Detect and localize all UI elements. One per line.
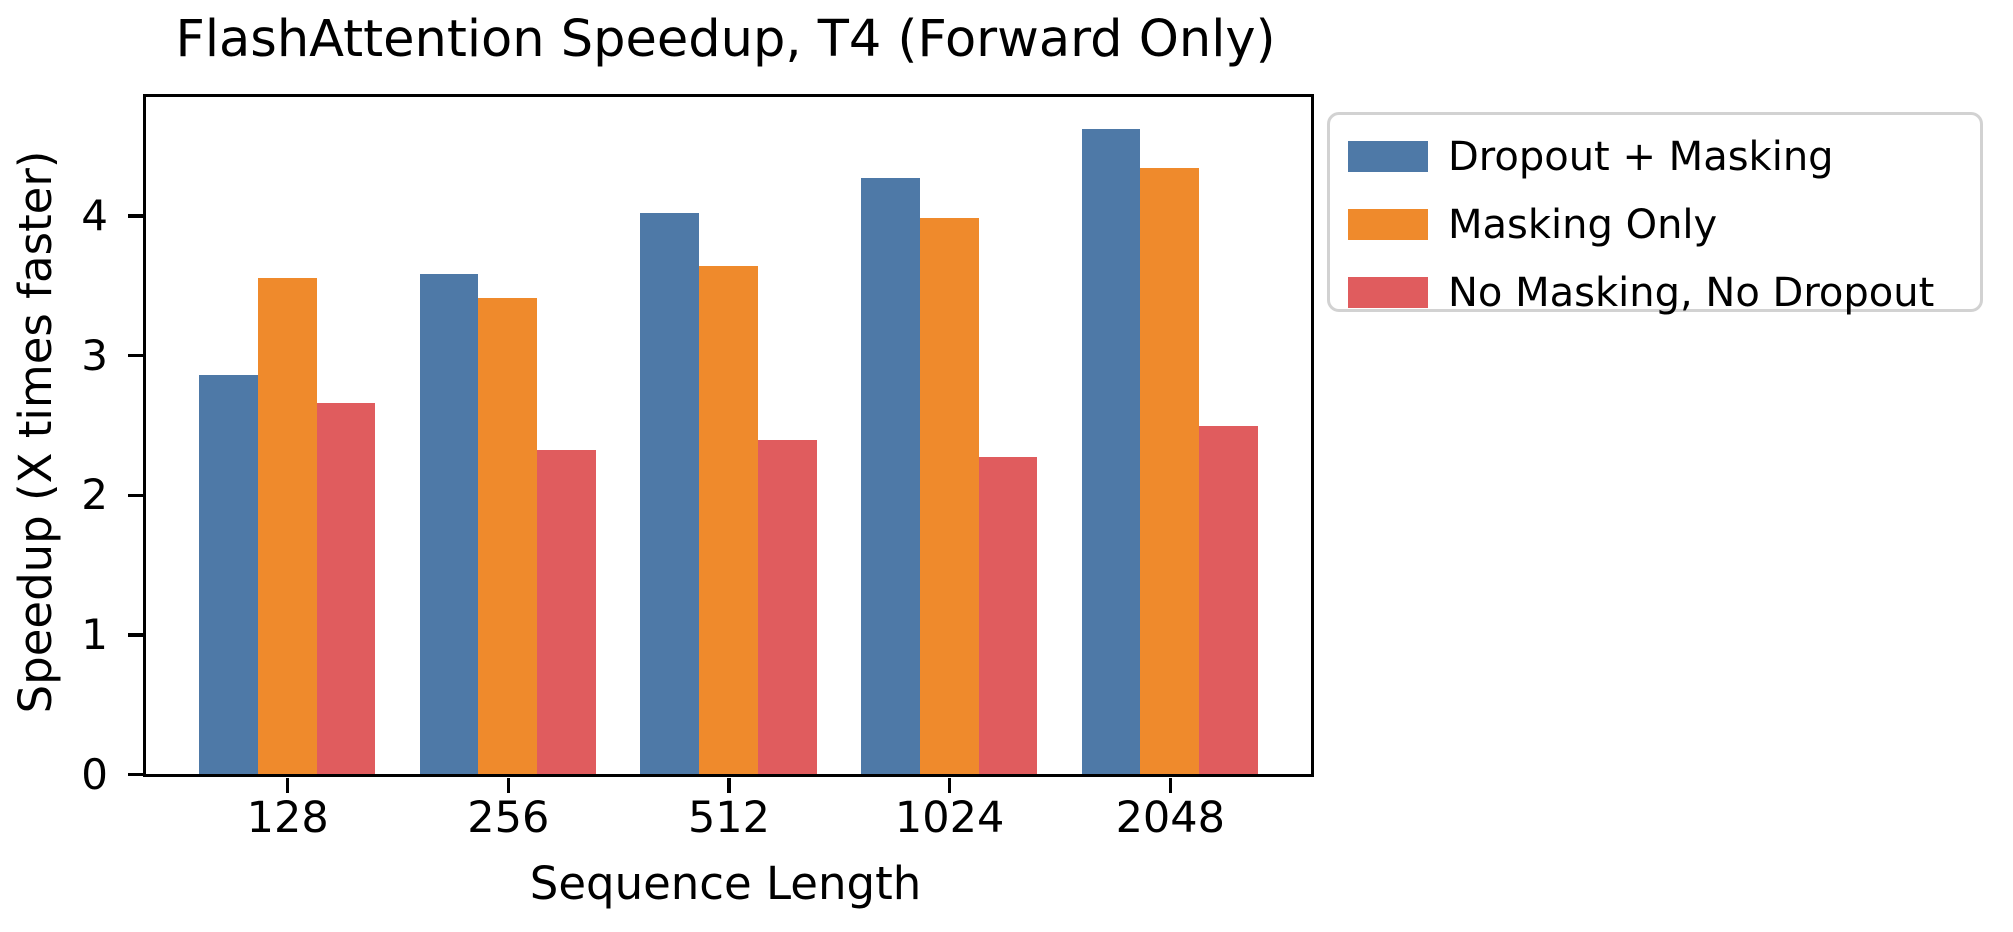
bar-no-masking-no-dropout-128 — [316, 402, 376, 774]
bar-masking-only-1024 — [919, 218, 979, 774]
bar-masking-only-2048 — [1140, 168, 1200, 774]
y-tick-mark-0 — [128, 772, 143, 777]
bar-no-masking-no-dropout-1024 — [978, 457, 1038, 774]
x-tick-label-2048: 2048 — [1115, 793, 1225, 843]
x-tick-mark-256 — [506, 778, 511, 793]
legend: Dropout + Masking Masking Only No Masking,… — [1327, 112, 1983, 316]
x-tick-mark-2048 — [1168, 778, 1173, 793]
x-tick-label-256: 256 — [467, 793, 550, 843]
bar-no-masking-no-dropout-512 — [757, 440, 817, 774]
x-tick-label-128: 128 — [246, 793, 329, 843]
y-tick-mark-2 — [128, 493, 143, 498]
legend-swatch-icon — [1348, 209, 1428, 240]
legend-label: No Masking, No Dropout — [1448, 270, 1935, 316]
y-tick-label-0: 0 — [81, 749, 108, 799]
y-tick-mark-3 — [128, 353, 143, 358]
chart-title: FlashAttention Speedup, T4 (Forward Only… — [175, 10, 1276, 69]
bar-masking-only-128 — [257, 278, 317, 774]
legend-item-no-masking-no-dropout: No Masking, No Dropout — [1330, 270, 1980, 317]
x-tick-label-512: 512 — [687, 793, 771, 843]
bar-dropout-masking-256 — [419, 274, 479, 774]
x-tick-mark-1024 — [947, 778, 952, 793]
legend-label: Masking Only — [1448, 202, 1718, 248]
legend-item-masking-only: Masking Only — [1330, 202, 1980, 249]
bar-dropout-masking-2048 — [1081, 129, 1141, 774]
bar-masking-only-256 — [478, 298, 538, 774]
y-tick-label-3: 3 — [81, 330, 108, 380]
bar-no-masking-no-dropout-2048 — [1199, 426, 1259, 774]
x-tick-mark-128 — [285, 778, 290, 793]
y-tick-label-2: 2 — [81, 470, 108, 520]
bar-dropout-masking-512 — [640, 212, 700, 774]
plot-area — [143, 94, 1314, 777]
bar-masking-only-512 — [699, 265, 758, 774]
bar-dropout-masking-1024 — [860, 177, 920, 774]
legend-label: Dropout + Masking — [1448, 134, 1834, 180]
bar-dropout-masking-128 — [198, 374, 258, 774]
y-tick-mark-1 — [128, 633, 143, 637]
y-tick-label-1: 1 — [81, 609, 108, 659]
x-tick-mark-512 — [727, 778, 731, 793]
legend-item-dropout-masking: Dropout + Masking — [1330, 134, 1980, 181]
x-tick-label-1024: 1024 — [894, 793, 1005, 843]
legend-swatch-icon — [1348, 277, 1428, 308]
x-axis-label: Sequence Length — [529, 857, 922, 910]
legend-swatch-icon — [1348, 141, 1428, 172]
y-tick-label-4: 4 — [81, 191, 108, 241]
y-tick-mark-4 — [128, 214, 143, 218]
bar-no-masking-no-dropout-256 — [537, 450, 597, 774]
